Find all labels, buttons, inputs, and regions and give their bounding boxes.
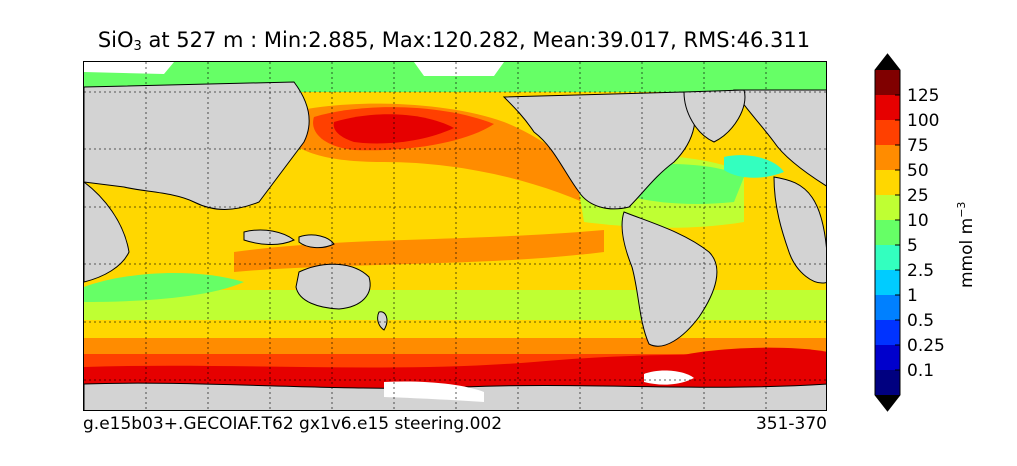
colorbar-extend-min xyxy=(875,395,900,411)
missing-arctic-1 xyxy=(84,62,174,74)
colorbar-swatch xyxy=(875,70,900,95)
indian-low-patch xyxy=(84,272,244,302)
colorbar-swatch xyxy=(875,295,900,320)
colorbar-units: mmol m−3 xyxy=(955,202,977,288)
colorbar-swatches xyxy=(874,53,901,412)
colorbar-swatch xyxy=(875,245,900,270)
colorbar-tick-label: 50 xyxy=(907,161,929,181)
colorbar-swatch xyxy=(875,220,900,245)
southern-max-patch xyxy=(659,347,826,382)
land-new-zealand xyxy=(377,311,388,331)
units-base: mmol m xyxy=(957,217,977,288)
colorbar-tick-label: 5 xyxy=(907,236,918,256)
colorbar-tick-label: 75 xyxy=(907,136,929,156)
colorbar-swatch xyxy=(875,270,900,295)
missing-ross xyxy=(384,381,484,402)
colorbar-outline xyxy=(874,53,901,412)
map-grid xyxy=(84,62,826,410)
colorbar-tick-label: 1 xyxy=(907,286,918,306)
colorbar-tick-label: 125 xyxy=(907,86,939,106)
missing-weddell xyxy=(644,370,694,385)
title-subscript: 3 xyxy=(133,39,142,54)
year-range-label: 351-370 xyxy=(755,414,827,434)
colorbar-tick-label: 0.1 xyxy=(907,361,934,381)
eq-band-50 xyxy=(234,230,604,272)
map-panel xyxy=(83,61,827,411)
colorbar-swatch xyxy=(875,195,900,220)
land-africa-west xyxy=(773,176,826,284)
colorbar-extend-max xyxy=(875,54,900,70)
colorbar-swatch xyxy=(875,320,900,345)
colorbar-tick-label: 0.25 xyxy=(907,336,945,356)
colorbar-swatch xyxy=(875,370,900,395)
colorbar-swatch xyxy=(875,95,900,120)
land-south-america xyxy=(621,211,718,347)
land-greenland xyxy=(683,89,746,143)
title-stats: at 527 m : Min:2.885, Max:120.282, Mean:… xyxy=(141,28,811,52)
land-australia xyxy=(295,263,371,310)
plot-title: SiO3 at 527 m : Min:2.885, Max:120.282, … xyxy=(0,28,908,54)
colorbar-tick-label: 2.5 xyxy=(907,261,934,281)
land-indonesia-1 xyxy=(243,229,295,245)
natl-band-2-5 xyxy=(724,155,784,178)
colorbar-tick-label: 0.5 xyxy=(907,311,934,331)
southern-band-25 xyxy=(84,320,826,342)
colorbar-swatch xyxy=(875,120,900,145)
colorbar: 125 100 75 50 25 10 5 2.5 1 0.5 0.25 0.1 xyxy=(874,53,945,412)
colorbar-swatch xyxy=(875,145,900,170)
ocean-field-map xyxy=(84,62,826,410)
southern-band-50 xyxy=(84,338,826,356)
land-indonesia-2 xyxy=(298,234,335,249)
colorbar-tick-label: 100 xyxy=(907,111,939,131)
land-north-america xyxy=(502,91,696,210)
land-eurasia-west xyxy=(84,81,310,210)
land-europe xyxy=(733,89,826,187)
case-name-label: g.e15b03+.GECOIAF.T62 gx1v6.e15 steering… xyxy=(83,414,503,434)
colorbar-tick-label: 25 xyxy=(907,186,929,206)
colorbar-tick-label: 10 xyxy=(907,211,929,231)
units-exponent: −3 xyxy=(955,201,968,218)
land-masses xyxy=(84,81,826,410)
missing-data-areas xyxy=(84,62,694,402)
missing-arctic-2 xyxy=(414,62,504,76)
colorbar-swatch xyxy=(875,345,900,370)
title-variable: SiO xyxy=(97,28,134,52)
colorbar-labels: 125 100 75 50 25 10 5 2.5 1 0.5 0.25 0.1 xyxy=(895,86,945,381)
colorbar-swatch xyxy=(875,170,900,195)
